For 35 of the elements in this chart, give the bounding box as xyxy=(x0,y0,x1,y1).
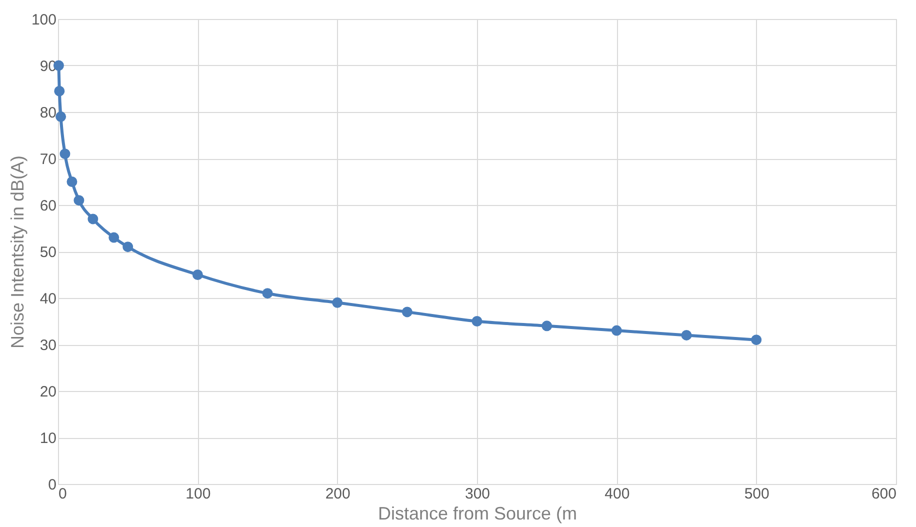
x-axis-title: Distance from Source (m xyxy=(378,504,578,524)
point xyxy=(332,297,343,308)
point xyxy=(54,86,65,96)
x-tick-label: 500 xyxy=(744,486,770,502)
x-tick-label: 600 xyxy=(871,486,896,502)
y-tick-label: 20 xyxy=(40,384,56,400)
point xyxy=(751,334,762,346)
x-tick-label: 100 xyxy=(186,486,211,502)
y-tick-label: 100 xyxy=(31,12,56,28)
point xyxy=(262,288,273,299)
x-tick-label: 200 xyxy=(325,486,350,502)
x-tick-label: 0 xyxy=(58,486,67,502)
point xyxy=(681,330,692,340)
point xyxy=(60,148,70,160)
x-tick-label: 300 xyxy=(464,486,490,502)
point xyxy=(74,195,84,206)
point xyxy=(108,232,120,243)
point xyxy=(88,214,98,224)
y-tick-label: 10 xyxy=(40,430,56,447)
point xyxy=(542,320,552,332)
point xyxy=(472,316,482,326)
y-tick-label: 80 xyxy=(40,104,56,122)
y-tick-label: 50 xyxy=(40,244,56,261)
point xyxy=(122,242,134,252)
y-tick-label: 70 xyxy=(40,151,56,168)
x-tick-label: 400 xyxy=(604,486,630,502)
y-tick-label: 30 xyxy=(40,337,56,354)
y-tick-label: 60 xyxy=(40,198,56,214)
point xyxy=(66,176,78,187)
point xyxy=(402,306,412,318)
point xyxy=(56,111,66,122)
y-axis-title: Noise Intentsity in dB(A) xyxy=(7,155,28,349)
y-tick-label: 40 xyxy=(40,290,56,308)
point xyxy=(192,270,203,280)
point xyxy=(611,325,622,336)
